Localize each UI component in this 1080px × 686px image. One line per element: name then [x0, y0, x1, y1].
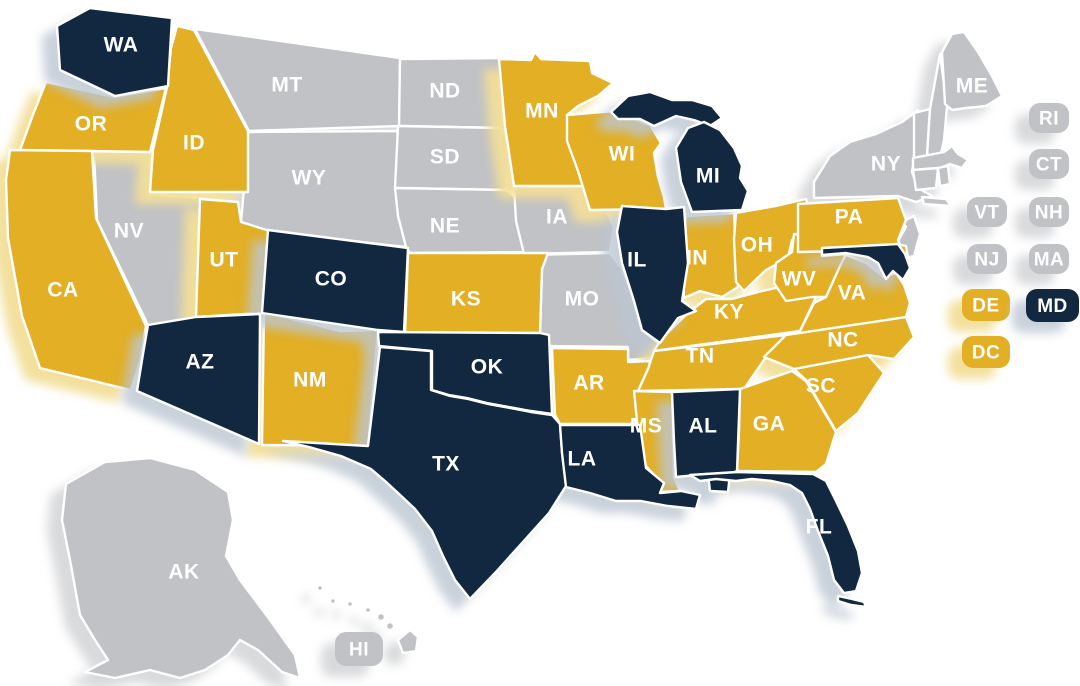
state-hi[interactable]	[315, 583, 325, 593]
state-ri[interactable]	[936, 164, 952, 188]
state-labels: WA OR CA NV ID MT WY UT CO AZ NM ND SD NE KS OK TX MN IA MO…	[47, 34, 989, 584]
state-label-il: IL	[627, 249, 647, 272]
badge-md[interactable]	[1026, 289, 1079, 322]
state-label-ia: IA	[546, 206, 568, 229]
state-label-az: AZ	[186, 351, 215, 374]
state-label-me: ME	[956, 75, 989, 98]
state-label-va: VA	[838, 282, 867, 305]
state-label-nd: ND	[429, 80, 460, 103]
state-label-mi: MI	[696, 165, 720, 188]
state-nc[interactable]	[762, 315, 916, 371]
state-wa[interactable]	[55, 6, 174, 98]
state-label-ky: KY	[714, 301, 744, 324]
state-label-mt: MT	[271, 74, 302, 97]
state-label-ok: OK	[471, 356, 504, 379]
state-label-ms: MS	[630, 415, 663, 438]
state-label-wv: WV	[782, 268, 817, 291]
state-az[interactable]	[135, 312, 262, 446]
state-nm[interactable]	[260, 310, 380, 448]
state-md[interactable]	[820, 242, 912, 282]
state-label-ne: NE	[430, 215, 460, 238]
state-label-wi: WI	[609, 143, 636, 166]
state-label-pa: PA	[835, 206, 864, 229]
state-label-oh: OH	[741, 234, 774, 257]
badge-nj[interactable]	[967, 244, 1007, 274]
state-mi[interactable]	[674, 120, 750, 214]
state-label-tx: TX	[432, 453, 460, 476]
state-hi[interactable]	[345, 599, 355, 609]
state-label-la: LA	[568, 448, 597, 471]
badge-label-nj: NJ	[974, 250, 999, 271]
state-label-ny: NY	[871, 153, 901, 176]
state-label-mo: MO	[565, 288, 600, 311]
state-label-ks: KS	[451, 288, 481, 311]
state-label-wa: WA	[104, 34, 139, 57]
state-la[interactable]	[558, 423, 702, 511]
badge-ri[interactable]	[1029, 103, 1069, 133]
state-mn[interactable]	[497, 50, 615, 188]
state-ca[interactable]	[4, 148, 148, 392]
state-label-id: ID	[183, 132, 205, 155]
badge-nh[interactable]	[1029, 197, 1069, 227]
state-wi[interactable]	[565, 109, 668, 212]
state-hi[interactable]	[384, 620, 396, 632]
state-label-mn: MN	[525, 100, 559, 123]
state-label-co: CO	[315, 268, 348, 291]
state-label-ar: AR	[573, 372, 604, 395]
state-ak[interactable]	[60, 456, 302, 680]
state-fl[interactable]	[836, 594, 868, 609]
state-hi[interactable]	[396, 628, 420, 655]
state-mi[interactable]	[609, 90, 724, 128]
badge-vt[interactable]	[967, 197, 1007, 227]
badge-label-ct: CT	[1036, 155, 1062, 176]
state-label-ut: UT	[210, 249, 239, 272]
badge-dc[interactable]	[962, 336, 1010, 368]
badge-label-ma: MA	[1034, 250, 1065, 271]
state-label-al: AL	[689, 415, 718, 438]
state-label-nc: NC	[827, 329, 858, 352]
badge-ma[interactable]	[1029, 244, 1069, 274]
state-fl[interactable]	[688, 470, 864, 595]
badge-label-de: DE	[972, 296, 999, 317]
state-label-ga: GA	[753, 413, 786, 436]
state-me[interactable]	[940, 30, 1004, 112]
state-hi[interactable]	[375, 611, 387, 623]
state-label-tn: TN	[686, 345, 715, 368]
state-oh[interactable]	[732, 197, 814, 293]
state-label-ak: AK	[168, 561, 199, 584]
state-il[interactable]	[615, 204, 698, 345]
state-ct[interactable]	[911, 166, 940, 192]
state-or[interactable]	[18, 80, 168, 154]
badge-label-ri: RI	[1039, 109, 1059, 130]
badge-label-hi: HI	[349, 640, 369, 661]
state-hi[interactable]	[363, 605, 373, 615]
state-label-sd: SD	[430, 146, 460, 169]
state-label-nm: NM	[293, 369, 327, 392]
state-ny[interactable]	[920, 195, 953, 208]
state-tx[interactable]	[281, 345, 568, 601]
state-label-in: IN	[686, 247, 708, 270]
badge-label-md: MD	[1037, 296, 1068, 317]
layer-gray: RI CT VT NH NJ MA HI	[60, 25, 1069, 680]
state-label-or: OR	[75, 113, 108, 136]
layer-navy: MD	[55, 6, 1079, 609]
state-label-sc: SC	[806, 375, 836, 398]
badge-de[interactable]	[962, 289, 1010, 321]
badge-label-vt: VT	[974, 203, 999, 224]
state-label-nv: NV	[114, 220, 144, 243]
badge-ct[interactable]	[1029, 149, 1069, 179]
state-pa[interactable]	[796, 196, 908, 254]
state-hi[interactable]	[328, 596, 338, 606]
state-label-fl: FL	[806, 516, 833, 539]
badge-hi[interactable]	[335, 632, 383, 666]
state-al[interactable]	[670, 387, 742, 494]
state-label-ca: CA	[47, 279, 78, 302]
badge-label-nh: NH	[1035, 203, 1063, 224]
state-sd[interactable]	[393, 124, 512, 192]
state-label-wy: WY	[292, 167, 327, 190]
badge-label-dc: DC	[972, 343, 1000, 364]
